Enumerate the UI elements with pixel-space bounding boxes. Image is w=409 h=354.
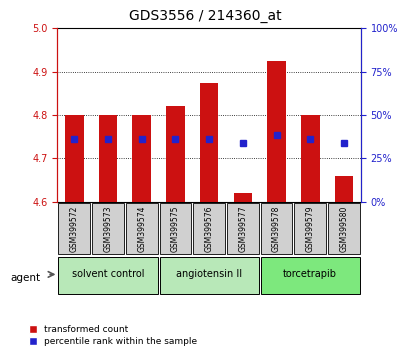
Bar [199, 82, 218, 202]
Bar [126, 203, 157, 254]
Text: torcetrapib: torcetrapib [283, 269, 337, 279]
Bar [166, 107, 184, 202]
Text: agent: agent [10, 273, 40, 283]
Text: GSM399576: GSM399576 [204, 205, 213, 252]
Bar [260, 203, 292, 254]
Bar [327, 203, 359, 254]
Text: GSM399574: GSM399574 [137, 205, 146, 252]
Bar [92, 203, 124, 254]
Bar [132, 115, 151, 202]
Text: GSM399575: GSM399575 [171, 205, 180, 252]
Text: GSM399580: GSM399580 [339, 205, 348, 252]
Bar [65, 115, 83, 202]
Text: angiotensin II: angiotensin II [175, 269, 242, 279]
Bar [159, 203, 191, 254]
Bar [233, 193, 252, 202]
Bar [334, 176, 353, 202]
Bar [294, 203, 325, 254]
Text: GSM399579: GSM399579 [305, 205, 314, 252]
Bar [267, 61, 285, 202]
Bar [193, 203, 225, 254]
Bar [58, 257, 157, 293]
Bar [300, 115, 319, 202]
Bar [99, 115, 117, 202]
Text: solvent control: solvent control [72, 269, 144, 279]
Text: GSM399572: GSM399572 [70, 205, 79, 252]
Bar [260, 257, 359, 293]
Text: GSM399577: GSM399577 [238, 205, 247, 252]
Text: GSM399573: GSM399573 [103, 205, 112, 252]
Bar [58, 203, 90, 254]
Bar [227, 203, 258, 254]
Text: GDS3556 / 214360_at: GDS3556 / 214360_at [128, 9, 281, 23]
Bar [159, 257, 258, 293]
Text: GSM399578: GSM399578 [271, 205, 280, 252]
Legend: transformed count, percentile rank within the sample: transformed count, percentile rank withi… [29, 325, 196, 346]
